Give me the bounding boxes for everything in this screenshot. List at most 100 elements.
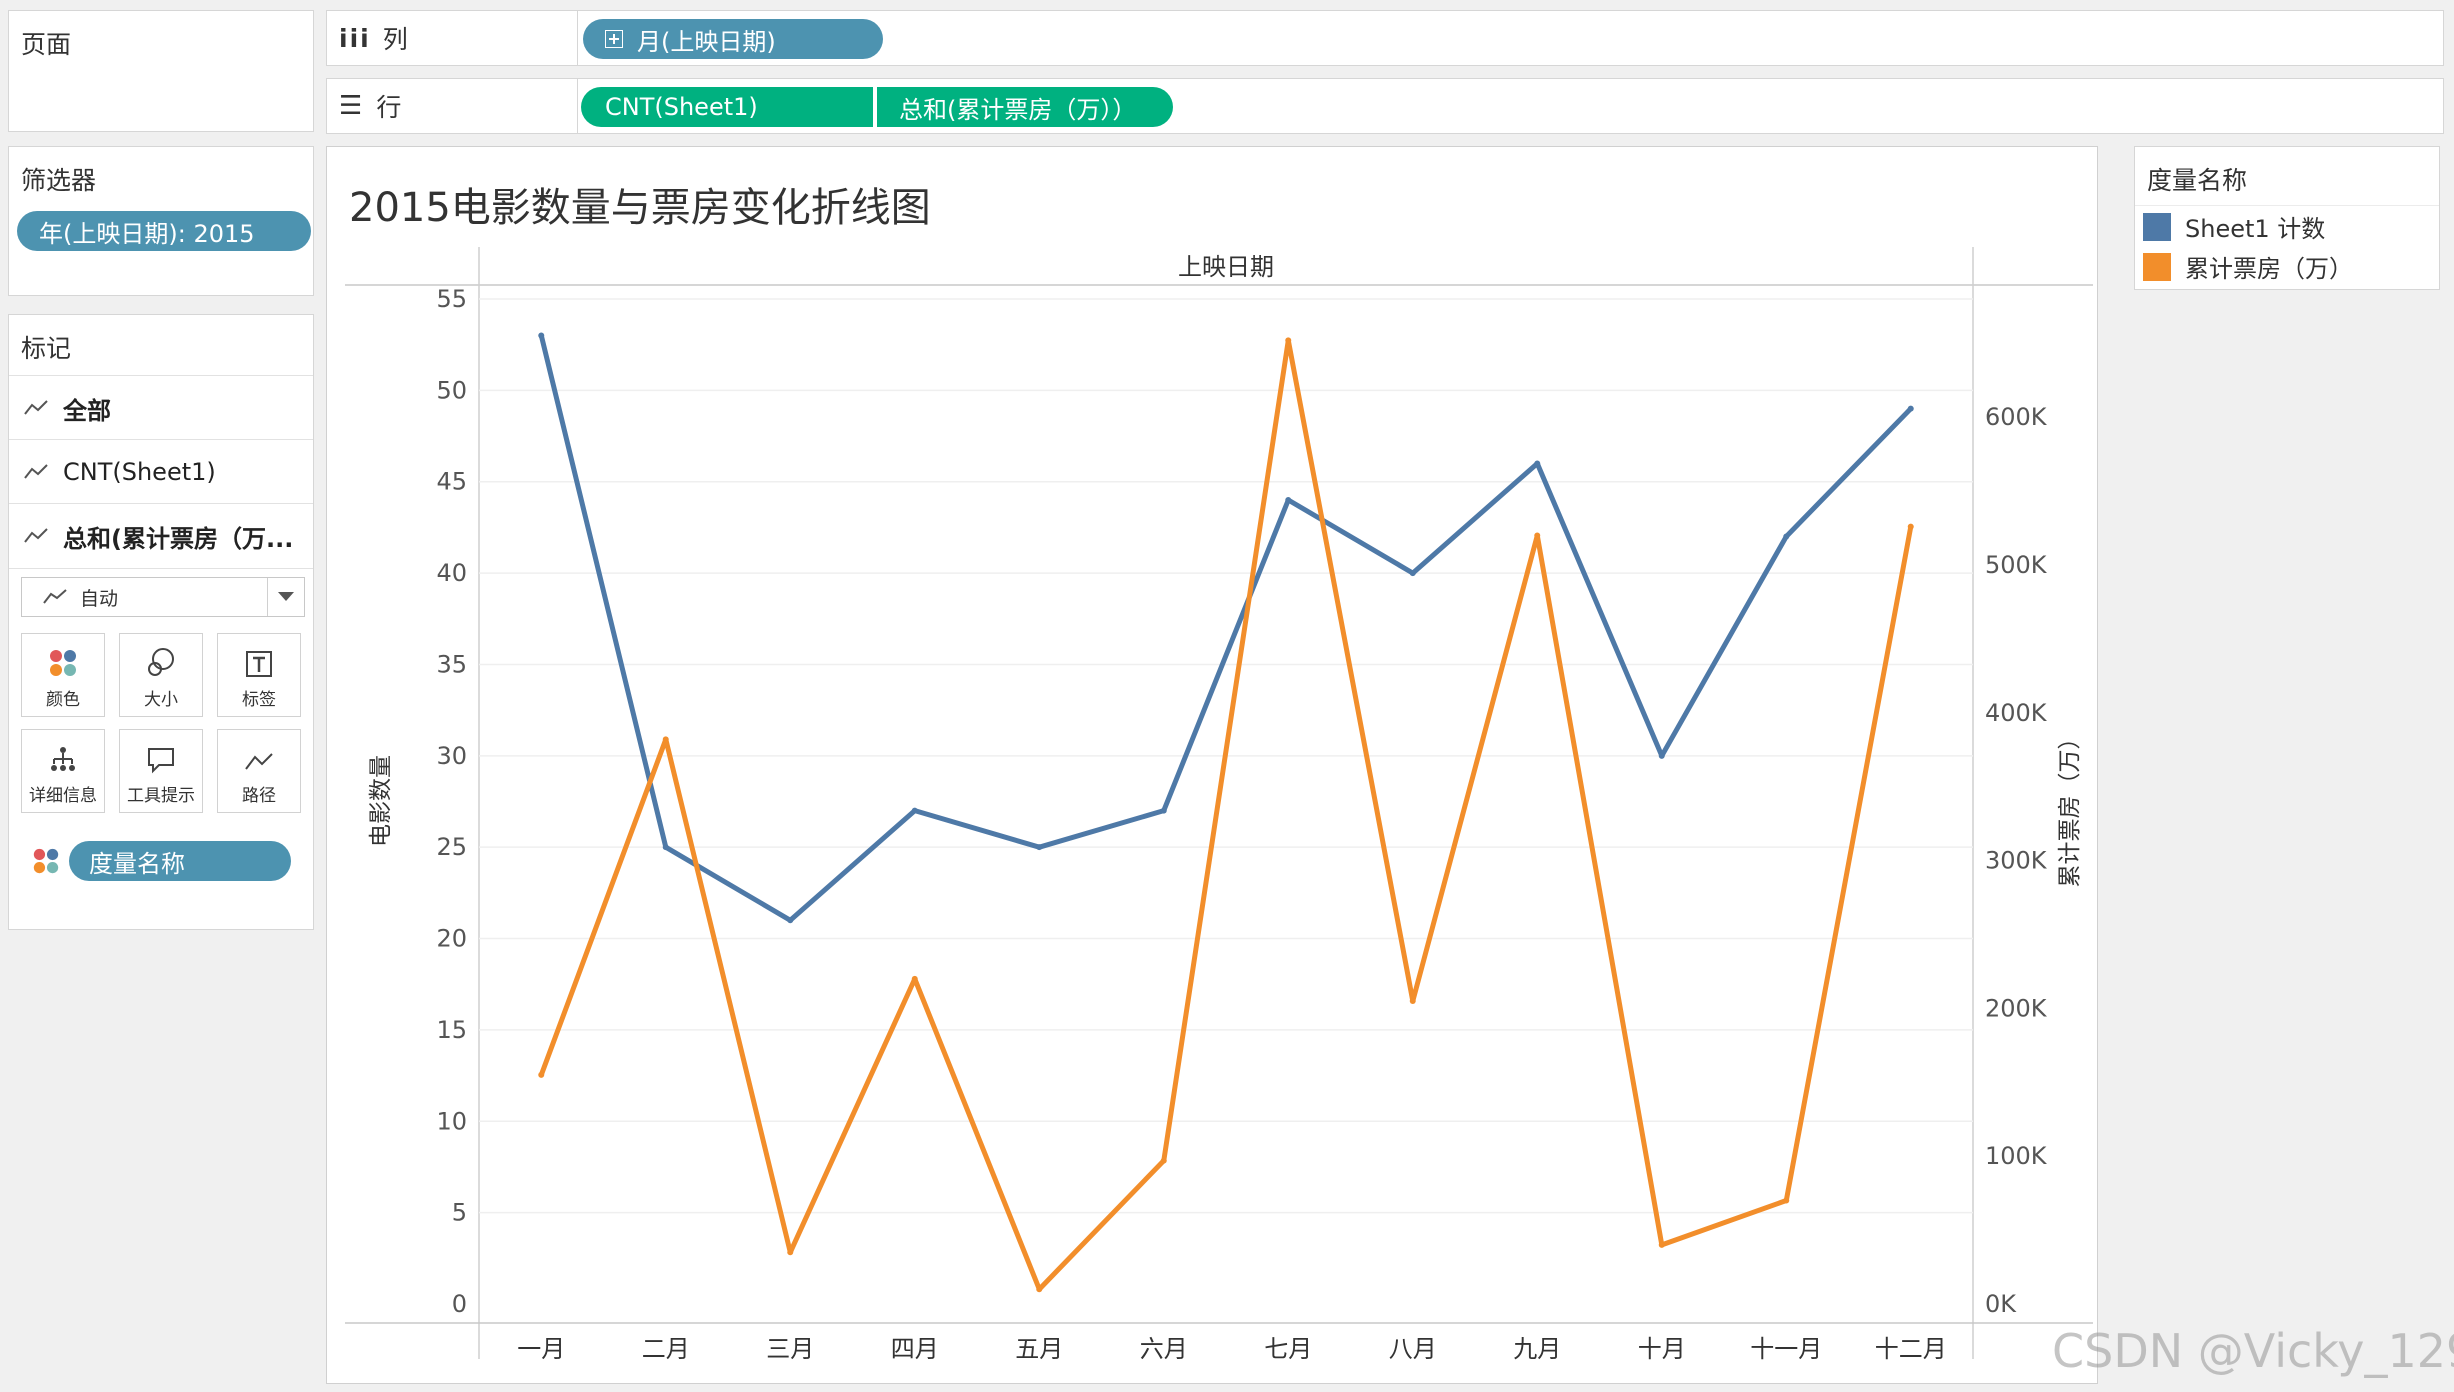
legend-label-count: Sheet1 计数 [2185,215,2326,243]
legend-swatch-boxoffice [2143,252,2171,281]
columns-pill-label: 月(上映日期) [637,27,776,56]
expand-plus-icon[interactable] [605,30,623,48]
rows-shelf[interactable]: ☰ 行 CNT(Sheet1) 总和(累计票房（万）） [326,78,2444,134]
pages-panel[interactable]: 页面 [8,10,314,132]
rows-shelf-divider [577,79,578,133]
color-icon [33,848,59,874]
x-axis-tick-label: 十月 [1638,1335,1686,1363]
rows-pill-boxoffice-label: 总和(累计票房（万）） [899,95,1137,124]
data-point-boxoffice [787,1249,794,1256]
tooltip-button-label: 工具提示 [127,786,195,806]
x-axis-tick-label: 五月 [1015,1335,1063,1363]
left-axis-tick-label: 30 [436,742,467,770]
text-label-icon [246,651,272,677]
label-button[interactable]: 标签 [217,633,301,717]
marks-panel[interactable]: 标记 全部 CNT(Sheet1) 总和(累计票房（万... 自动 颜色 大小 [8,314,314,930]
data-point-count [1285,497,1292,503]
tooltip-button[interactable]: 工具提示 [119,729,203,813]
right-axis-tick-label: 600K [1985,403,2048,431]
rows-pill-count[interactable]: CNT(Sheet1) [581,87,873,127]
data-point-boxoffice [662,736,669,743]
marks-title: 标记 [21,334,72,363]
columns-pill-month[interactable]: 月(上映日期) [583,19,883,59]
series-line-boxoffice [538,337,1914,1292]
data-point-boxoffice [1534,532,1541,539]
x-axis-tick-label: 三月 [766,1335,814,1363]
legend-panel[interactable]: 度量名称 Sheet1 计数 累计票房（万） [2134,146,2440,290]
marks-card-all[interactable]: 全部 [9,375,313,440]
columns-shelf[interactable]: iii 列 月(上映日期) [326,10,2444,66]
color-button[interactable]: 颜色 [21,633,105,717]
rows-shelf-header: ☰ 行 [339,79,575,133]
x-axis-tick-label: 一月 [517,1335,565,1363]
color-field-pill[interactable]: 度量名称 [69,841,291,881]
data-point-count [911,807,918,814]
data-point-boxoffice [538,1071,545,1078]
data-point-boxoffice [1285,337,1292,344]
right-axis-tick-label: 400K [1985,699,2048,727]
mark-type-label: 自动 [80,587,119,610]
path-button[interactable]: 路径 [217,729,301,813]
marks-card-boxoffice-label: 总和(累计票房（万... [63,524,294,553]
marks-card-boxoffice[interactable]: 总和(累计票房（万... [9,503,313,569]
filters-panel[interactable]: 筛选器 年(上映日期): 2015 [8,146,314,296]
line-chart[interactable]: 上映日期 0 5 10 15 20 25 30 35 40 45 50 55 0K 100K 200K 300K… [327,147,2097,1383]
left-axis-tick-label: 35 [436,650,467,678]
columns-shelf-header: iii 列 [339,11,595,65]
marks-card-count[interactable]: CNT(Sheet1) [9,439,313,504]
right-axis-title: 累计票房（万） [2057,727,2083,888]
x-axis-tick-label: 七月 [1264,1335,1312,1363]
legend-label-boxoffice: 累计票房（万） [2185,255,2353,283]
legend-item-boxoffice[interactable]: 累计票房（万） [2143,249,2353,284]
left-axis-title: 电影数量 [368,755,394,847]
filter-pill-year[interactable]: 年(上映日期): 2015 [17,211,311,251]
series-line-count [538,333,1914,923]
left-axis-tick-label: 10 [436,1107,467,1135]
line-mark-icon [24,528,48,543]
x-axis-tick-label: 九月 [1513,1335,1561,1363]
detail-button[interactable]: 详细信息 [21,729,105,813]
filter-pill-year-label: 年(上映日期): 2015 [39,219,255,248]
legend-header-divider [2135,205,2439,206]
color-field-pill-label: 度量名称 [89,849,185,878]
rows-label: 行 [376,93,402,122]
detail-button-label: 详细信息 [29,786,97,806]
detail-icon [51,747,75,771]
marks-card-count-label: CNT(Sheet1) [63,458,216,486]
x-axis-tick-label: 十一月 [1750,1335,1822,1363]
rows-pill-count-label: CNT(Sheet1) [605,93,758,121]
mark-type-dropdown[interactable]: 自动 [21,577,305,617]
color-field-row[interactable]: 度量名称 [31,841,307,881]
columns-label: 列 [382,25,408,54]
columns-icon: iii [339,23,371,53]
chart-title: 2015电影数量与票房变化折线图 [349,185,931,231]
data-point-count [1907,405,1914,412]
size-button[interactable]: 大小 [119,633,203,717]
x-axis-tick-label: 二月 [642,1335,690,1363]
column-header-label: 上映日期 [1178,253,1274,281]
data-point-count [662,844,669,851]
path-icon [245,753,273,770]
marks-card-all-label: 全部 [63,396,111,425]
rows-pill-boxoffice[interactable]: 总和(累计票房（万）） [877,87,1173,127]
path-button-label: 路径 [242,786,276,806]
left-axis-tick-label: 20 [436,925,467,953]
right-axis-tick-label: 200K [1985,994,2048,1022]
filters-title: 筛选器 [21,166,97,195]
chart-panel[interactable]: 2015电影数量与票房变化折线图 上映日期 0 5 10 15 20 25 30 35 40 45 5… [326,146,2098,1384]
data-point-boxoffice [1658,1241,1665,1248]
line-mark-icon [24,464,48,479]
chevron-down-icon[interactable] [278,592,294,601]
data-point-boxoffice [1036,1286,1043,1293]
data-point-boxoffice [1783,1197,1790,1204]
watermark: CSDN @Vicky_129 [2052,1324,2454,1378]
data-point-count [1534,460,1541,467]
x-axis-tick-label: 八月 [1389,1335,1437,1363]
legend-item-count[interactable]: Sheet1 计数 [2143,209,2325,244]
data-point-boxoffice [911,975,918,982]
right-axis-tick-label: 0K [1985,1290,2017,1318]
data-point-count [1783,533,1790,540]
x-axis-tick-label: 四月 [891,1335,939,1363]
line-mark-icon [24,400,48,415]
right-axis-tick-label: 300K [1985,847,2048,875]
